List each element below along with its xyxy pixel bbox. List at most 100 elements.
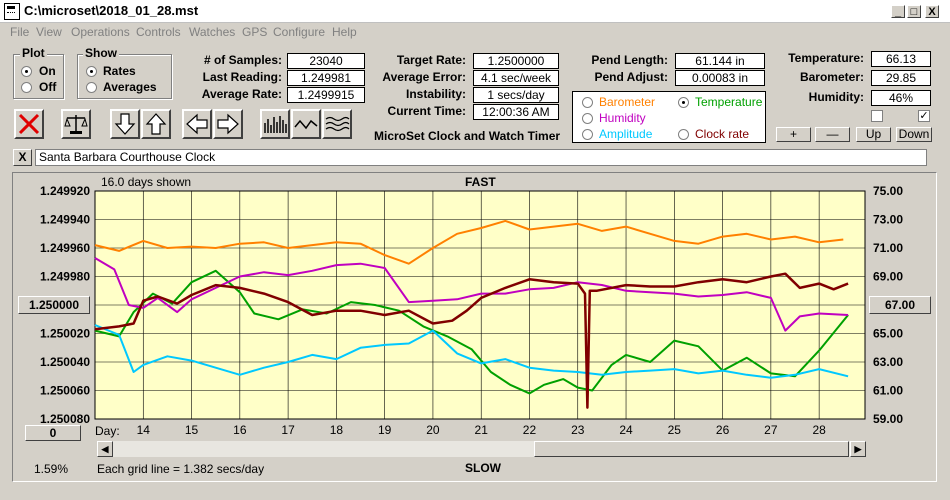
- scale-down-button[interactable]: Down: [896, 127, 932, 142]
- instability-label: Instability:: [405, 87, 466, 101]
- balance-button[interactable]: [61, 109, 91, 139]
- x-tick-label: 26: [716, 423, 730, 437]
- scale-up-button[interactable]: Up: [856, 127, 891, 142]
- pend-length-value[interactable]: 61.144 in: [675, 53, 765, 69]
- clock-name-field[interactable]: Santa Barbara Courthouse Clock: [35, 149, 927, 166]
- plot-on-radio[interactable]: [21, 66, 32, 77]
- horizontal-scrollbar[interactable]: ◀ ▶: [97, 441, 866, 457]
- instability-value: 1 secs/day: [473, 87, 559, 103]
- y-right-tick-label: 75.00: [873, 184, 903, 198]
- y-left-tick-label: 1.249980: [40, 270, 90, 284]
- menu-bar: File View Operations Controls Watches GP…: [0, 23, 950, 41]
- scale-minus-button[interactable]: —: [815, 127, 850, 142]
- bars-button[interactable]: [260, 109, 290, 139]
- plot-off-radio[interactable]: [21, 82, 32, 93]
- legend-clock-rate-radio[interactable]: [678, 129, 689, 140]
- x-tick-label: 14: [137, 423, 151, 437]
- balance-icon: [64, 115, 88, 134]
- slow-label: SLOW: [465, 461, 501, 475]
- center-rate-button[interactable]: 1.250000: [18, 296, 90, 314]
- option-checkbox-1[interactable]: [871, 110, 883, 122]
- average-error-label: Average Error:: [382, 70, 466, 84]
- arrow-down-icon: [114, 113, 136, 135]
- close-clock-button[interactable]: X: [13, 149, 32, 166]
- y-left-tick-label: 1.250020: [40, 327, 90, 341]
- menu-help[interactable]: Help: [332, 25, 357, 39]
- offset-button[interactable]: 0: [25, 425, 81, 441]
- scroll-thumb[interactable]: [534, 441, 849, 457]
- clear-button[interactable]: [14, 109, 44, 139]
- wave-icon: [294, 119, 318, 130]
- down-button[interactable]: [110, 109, 140, 139]
- scale-plus-button[interactable]: +: [776, 127, 811, 142]
- average-rate-label: Average Rate:: [201, 87, 282, 101]
- legend-amplitude-label: Amplitude: [599, 127, 653, 141]
- menu-controls[interactable]: Controls: [136, 25, 181, 39]
- menu-gps[interactable]: GPS: [242, 25, 268, 39]
- y-left-tick-label: 1.250060: [40, 384, 90, 398]
- legend-temperature-radio[interactable]: [678, 97, 689, 108]
- legend-temperature-label: Temperature: [695, 95, 763, 109]
- wave-button[interactable]: [291, 109, 321, 139]
- target-rate-value[interactable]: 1.2500000: [473, 53, 559, 69]
- title-bar: C:\microset\2018_01_28.mst _ □ X: [0, 0, 950, 23]
- show-rates-radio[interactable]: [86, 66, 97, 77]
- menu-configure[interactable]: Configure: [273, 25, 326, 39]
- plot-off-label: Off: [39, 80, 57, 94]
- right-button[interactable]: [213, 109, 243, 139]
- fast-label: FAST: [465, 175, 496, 189]
- samples-value: 23040: [287, 53, 365, 69]
- plot-group-title: Plot: [20, 46, 47, 60]
- show-group: [77, 54, 172, 99]
- pend-adjust-label: Pend Adjust:: [594, 70, 668, 84]
- average-rate-value: 1.2499915: [287, 87, 365, 103]
- y-left-tick-label: 1.250080: [40, 412, 90, 426]
- left-button[interactable]: [182, 109, 212, 139]
- menu-view[interactable]: View: [36, 25, 62, 39]
- multiwave-button[interactable]: [322, 109, 352, 139]
- arrow-right-icon: [217, 113, 239, 135]
- legend-barometer-radio[interactable]: [582, 97, 593, 108]
- menu-watches[interactable]: Watches: [189, 25, 236, 39]
- target-rate-label: Target Rate:: [396, 53, 466, 67]
- show-rates-label: Rates: [103, 64, 136, 78]
- humidity-value: 46%: [871, 90, 931, 106]
- last-reading-label: Last Reading:: [202, 70, 282, 84]
- maximize-button[interactable]: □: [907, 5, 921, 18]
- close-window-button[interactable]: X: [925, 5, 939, 18]
- scroll-right-button[interactable]: ▶: [850, 441, 866, 457]
- legend-humidity-label: Humidity: [599, 111, 646, 125]
- barometer-value: 29.85: [871, 70, 931, 86]
- x-tick-label: 25: [668, 423, 682, 437]
- series-legend: [572, 91, 766, 143]
- x-tick-label: 19: [378, 423, 392, 437]
- show-group-title: Show: [83, 46, 119, 60]
- scroll-left-button[interactable]: ◀: [97, 441, 113, 457]
- show-averages-radio[interactable]: [86, 82, 97, 93]
- x-tick-label: 24: [619, 423, 633, 437]
- menu-file[interactable]: File: [10, 25, 30, 39]
- app-label: MicroSet Clock and Watch Timer: [374, 129, 561, 143]
- y-right-tick-label: 59.00: [873, 412, 903, 426]
- percent-label: 1.59%: [34, 462, 69, 476]
- menu-operations[interactable]: Operations: [71, 25, 130, 39]
- x-tick-label: 16: [233, 423, 247, 437]
- option-checkbox-2[interactable]: ✓: [918, 110, 930, 122]
- clear-icon: [18, 113, 40, 135]
- multiwave-icon: [325, 116, 350, 132]
- legend-humidity-radio[interactable]: [582, 113, 593, 124]
- arrow-left-icon: [186, 113, 208, 135]
- y-right-tick-label: 63.00: [873, 355, 903, 369]
- up-button[interactable]: [141, 109, 171, 139]
- minimize-button[interactable]: _: [891, 5, 905, 18]
- graph-panel: [12, 172, 937, 482]
- x-tick-label: 22: [523, 423, 537, 437]
- y-left-tick-label: 1.250040: [40, 355, 90, 369]
- y-right-tick-label: 73.00: [873, 213, 903, 227]
- current-time-label: Current Time:: [387, 104, 466, 118]
- legend-amplitude-radio[interactable]: [582, 129, 593, 140]
- days-shown-label: 16.0 days shown: [101, 175, 192, 189]
- x-tick-label: 15: [185, 423, 199, 437]
- center-right-button[interactable]: 67.00: [869, 296, 931, 314]
